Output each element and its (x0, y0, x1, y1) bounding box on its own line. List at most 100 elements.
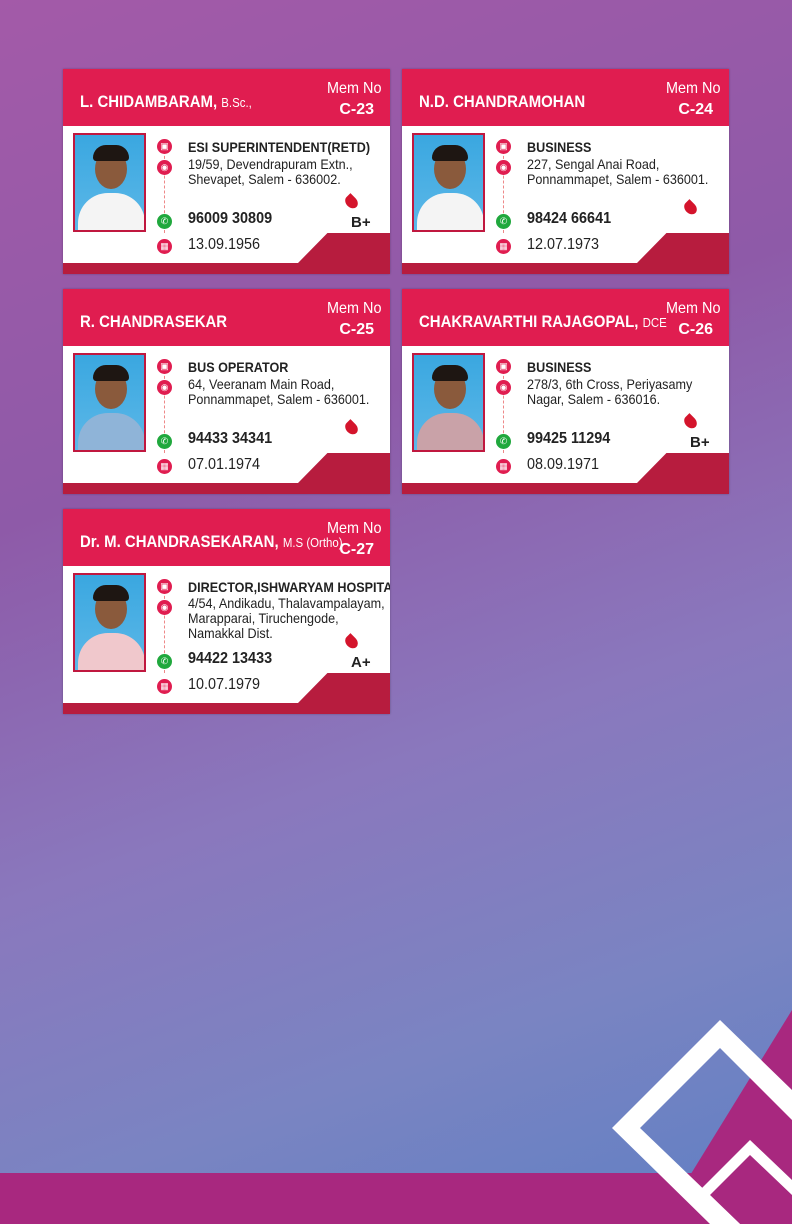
footer-band (0, 1173, 792, 1224)
occupation: DIRECTOR,ISHWARYAM HOSPITAL (188, 579, 390, 595)
blood-drop-icon (342, 419, 361, 437)
occupation: BUS OPERATOR (188, 359, 289, 375)
whatsapp-icon: ✆ (157, 434, 172, 449)
member-photo (73, 353, 146, 452)
corner-accent (637, 453, 729, 483)
member-card: Dr. M. CHANDRASEKARAN, M.S (Ortho) Mem N… (63, 509, 390, 714)
timeline-line (164, 361, 165, 453)
blood-drop-icon (681, 199, 700, 217)
mem-no: C-27 (339, 541, 374, 558)
address-line: 19/59, Devendrapuram Extn., (188, 156, 353, 172)
blood-group: A+ (351, 654, 371, 671)
address: 64, Veeranam Main Road, Ponnammapet, Sale… (188, 377, 369, 407)
blood-drop-icon (342, 193, 361, 211)
blood-group: B+ (351, 214, 371, 231)
location-pin-icon: ◉ (157, 380, 172, 395)
member-card: R. CHANDRASEKAR Mem No C-25 ▣ ◉ ✆ ▦ BUS … (63, 289, 390, 494)
location-pin-icon: ◉ (496, 160, 511, 175)
corner-accent (298, 673, 390, 703)
address-line: Ponnammapet, Salem - 636001. (188, 391, 370, 407)
date-of-birth: 08.09.1971 (527, 456, 600, 473)
corner-decoration (612, 1010, 792, 1224)
phone-number: 96009 30809 (188, 210, 273, 227)
date-of-birth: 07.01.1974 (188, 456, 261, 473)
blood-drop-icon (681, 413, 700, 431)
address: 278/3, 6th Cross, Periyasamy Nagar, Salem… (527, 377, 692, 407)
timeline-line (164, 581, 165, 673)
card-header: Dr. M. CHANDRASEKARAN, M.S (Ortho) Mem N… (63, 509, 390, 566)
briefcase-icon: ▣ (496, 139, 511, 154)
location-pin-icon: ◉ (496, 380, 511, 395)
mem-no-label: Mem No (326, 80, 381, 97)
address-line: 64, Veeranam Main Road, (188, 376, 335, 392)
calendar-icon: ▦ (157, 679, 172, 694)
location-pin-icon: ◉ (157, 160, 172, 175)
calendar-icon: ▦ (496, 459, 511, 474)
card-bottom-band (63, 263, 390, 274)
timeline-line (503, 361, 504, 453)
member-card: N.D. CHANDRAMOHAN Mem No C-24 ▣ ◉ ✆ ▦ BU… (402, 69, 729, 274)
mem-no-label: Mem No (326, 300, 381, 317)
qualification: DCE (642, 315, 667, 330)
member-name: Dr. M. CHANDRASEKARAN, M.S (Ortho) (80, 532, 343, 552)
mem-no: C-23 (339, 101, 374, 118)
card-header: L. CHIDAMBARAM, B.Sc., Mem No C-23 (63, 69, 390, 126)
occupation: BUSINESS (527, 139, 592, 155)
member-card: L. CHIDAMBARAM, B.Sc., Mem No C-23 ▣ ◉ ✆… (63, 69, 390, 274)
phone-number: 99425 11294 (527, 430, 611, 447)
briefcase-icon: ▣ (157, 359, 172, 374)
date-of-birth: 13.09.1956 (188, 236, 261, 253)
card-header: R. CHANDRASEKAR Mem No C-25 (63, 289, 390, 346)
name-text: CHAKRAVARTHI RAJAGOPAL, (419, 312, 639, 331)
name-text: Dr. M. CHANDRASEKARAN, (80, 532, 279, 551)
address-line: Ponnammapet, Salem - 636001. (527, 171, 709, 187)
address-line: Shevapet, Salem - 636002. (188, 171, 341, 187)
briefcase-icon: ▣ (496, 359, 511, 374)
address: 4/54, Andikadu, Thalavampalayam, Marappar… (188, 596, 385, 641)
calendar-icon: ▦ (157, 459, 172, 474)
mem-no-label: Mem No (665, 80, 720, 97)
whatsapp-icon: ✆ (496, 434, 511, 449)
address-line: 4/54, Andikadu, Thalavampalayam, (188, 595, 385, 611)
address-line: Namakkal Dist. (188, 625, 273, 641)
date-of-birth: 12.07.1973 (527, 236, 600, 253)
mem-no-label: Mem No (326, 520, 381, 537)
whatsapp-icon: ✆ (496, 214, 511, 229)
phone-number: 98424 66641 (527, 210, 612, 227)
member-photo (412, 133, 485, 232)
calendar-icon: ▦ (157, 239, 172, 254)
mem-no: C-26 (678, 321, 713, 338)
card-header: CHAKRAVARTHI RAJAGOPAL, DCE Mem No C-26 (402, 289, 729, 346)
name-text: N.D. CHANDRAMOHAN (419, 92, 586, 111)
corner-accent (637, 233, 729, 263)
mem-no: C-24 (678, 101, 713, 118)
card-header: N.D. CHANDRAMOHAN Mem No C-24 (402, 69, 729, 126)
whatsapp-icon: ✆ (157, 214, 172, 229)
card-bottom-band (63, 703, 390, 714)
briefcase-icon: ▣ (157, 139, 172, 154)
name-text: R. CHANDRASEKAR (80, 312, 228, 331)
address: 19/59, Devendrapuram Extn., Shevapet, Sal… (188, 157, 353, 187)
blood-group: B+ (690, 434, 710, 451)
address-line: 227, Sengal Anai Road, (527, 156, 660, 172)
corner-bracket (612, 1020, 792, 1224)
member-name: R. CHANDRASEKAR (80, 312, 227, 332)
qualification: B.Sc., (221, 95, 252, 110)
timeline-line (164, 141, 165, 233)
member-photo (73, 573, 146, 672)
address-line: Marapparai, Tiruchengode, (188, 610, 339, 626)
member-name: CHAKRAVARTHI RAJAGOPAL, DCE (419, 312, 667, 332)
member-card: CHAKRAVARTHI RAJAGOPAL, DCE Mem No C-26 … (402, 289, 729, 494)
member-photo (412, 353, 485, 452)
card-bottom-band (402, 483, 729, 494)
card-bottom-band (63, 483, 390, 494)
member-name: L. CHIDAMBARAM, B.Sc., (80, 92, 252, 112)
mem-no: C-25 (339, 321, 374, 338)
corner-accent (298, 233, 390, 263)
mem-no-label: Mem No (665, 300, 720, 317)
corner-accent (298, 453, 390, 483)
phone-number: 94422 13433 (188, 650, 273, 667)
corner-bracket-inner (695, 1140, 792, 1224)
occupation: BUSINESS (527, 359, 592, 375)
briefcase-icon: ▣ (157, 579, 172, 594)
